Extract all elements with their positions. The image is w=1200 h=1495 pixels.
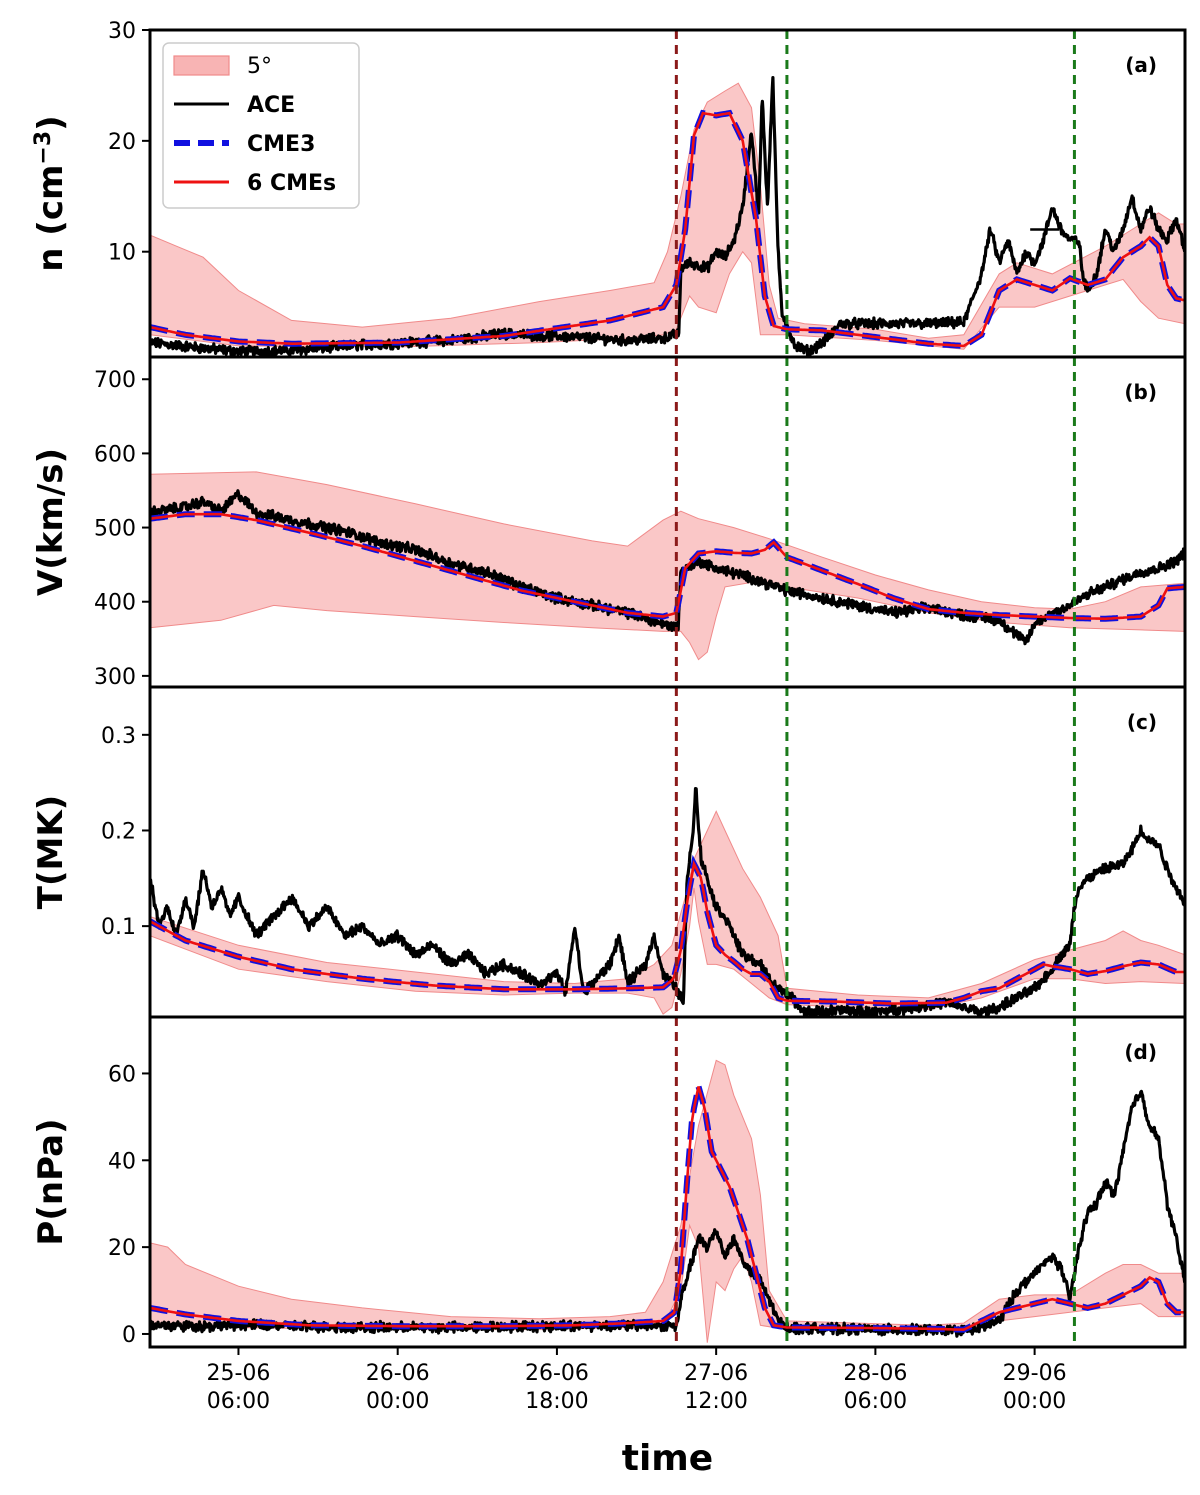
y-axis-label: T(MK) xyxy=(31,795,71,909)
panel-frame xyxy=(148,1015,1187,1349)
plot-area xyxy=(150,1059,1185,1343)
plot-area xyxy=(150,76,1185,357)
legend-item: ACE xyxy=(174,93,295,118)
legend-box xyxy=(162,42,360,209)
y-tick-label: 20 xyxy=(108,130,136,155)
legend-swatch-band xyxy=(173,55,230,76)
panel-a: 10 20 30 (a) n (cm−3) xyxy=(31,19,1187,359)
y-tick-label: 700 xyxy=(94,368,136,393)
band-5deg xyxy=(150,471,1185,661)
y-tick-label: 300 xyxy=(94,665,136,690)
legend: 5° ACE CME3 6 CMEs xyxy=(162,42,360,209)
series-ace xyxy=(150,489,1185,646)
y-tick-label: 30 xyxy=(108,19,136,44)
x-axis-label: time xyxy=(622,1438,713,1479)
x-tick-label-date: 26-06 xyxy=(525,1361,589,1386)
x-tick-label-time: 06:00 xyxy=(207,1389,270,1414)
panel-c: 0.1 0.2 0.3 (c) T(MK) xyxy=(31,685,1187,1019)
y-tick-label: 60 xyxy=(108,1062,136,1087)
panel-d: 0 20 40 60 (d) P(nPa) xyxy=(31,1015,1187,1355)
y-tick-label: 0.1 xyxy=(101,915,136,940)
series-ace xyxy=(150,76,1185,357)
x-tick-label-date: 25-06 xyxy=(206,1361,270,1386)
x-tick-label-date: 26-06 xyxy=(366,1361,430,1386)
legend-label: 6 CMEs xyxy=(247,171,336,196)
panel-b: 300 400 500 600 700 (b) V(km/s) xyxy=(31,355,1187,690)
legend-item: CME3 xyxy=(174,132,315,157)
x-tick-label-date: 27-06 xyxy=(684,1361,748,1386)
plot-area xyxy=(150,471,1185,661)
y-axis-label: P(nPa) xyxy=(31,1118,71,1245)
band-5deg xyxy=(150,1059,1185,1343)
panel-tag: (a) xyxy=(1125,53,1157,77)
x-tick-label-time: 00:00 xyxy=(1003,1389,1066,1414)
y-tick-label: 400 xyxy=(94,591,136,616)
legend-label: 5° xyxy=(247,54,272,79)
x-tick-label-time: 18:00 xyxy=(525,1389,588,1414)
x-tick-label-time: 00:00 xyxy=(366,1389,429,1414)
legend-label: CME3 xyxy=(247,132,315,157)
legend-item: 5° xyxy=(173,54,272,79)
x-tick-label-date: 28-06 xyxy=(843,1361,907,1386)
y-tick-label: 0 xyxy=(122,1323,136,1348)
x-tick-label-time: 12:00 xyxy=(684,1389,747,1414)
y-tick-label: 40 xyxy=(108,1149,136,1174)
x-tick-label-date: 29-06 xyxy=(1003,1361,1067,1386)
panel-tag: (d) xyxy=(1124,1040,1157,1064)
y-axis-label: V(km/s) xyxy=(31,448,71,596)
series-6cmes xyxy=(150,1086,1185,1331)
series-6cmes xyxy=(150,860,1185,1005)
y-axis-label: n (cm−3) xyxy=(31,115,71,271)
plot-area xyxy=(150,787,1185,1017)
series-6cmes xyxy=(150,512,1185,621)
y-tick-label: 500 xyxy=(94,517,136,542)
y-tick-label: 0.2 xyxy=(101,819,136,844)
panel-tag: (c) xyxy=(1127,710,1157,734)
series-6cmes xyxy=(150,111,1185,348)
legend-label: ACE xyxy=(247,93,295,118)
series-ace xyxy=(150,787,1185,1017)
legend-item: 6 CMEs xyxy=(174,171,336,196)
y-tick-label: 0.3 xyxy=(101,724,136,749)
y-tick-label: 10 xyxy=(108,241,136,266)
y-tick-label: 20 xyxy=(108,1236,136,1261)
panel-tag: (b) xyxy=(1124,380,1157,404)
y-tick-label: 600 xyxy=(94,442,136,467)
x-tick-label-time: 06:00 xyxy=(844,1389,907,1414)
